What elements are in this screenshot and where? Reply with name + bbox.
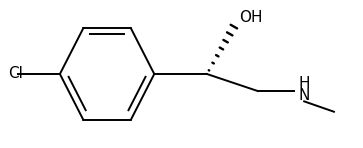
- Text: Cl: Cl: [8, 66, 23, 82]
- Text: H: H: [298, 76, 310, 91]
- Text: OH: OH: [240, 9, 263, 25]
- Text: N: N: [298, 88, 310, 103]
